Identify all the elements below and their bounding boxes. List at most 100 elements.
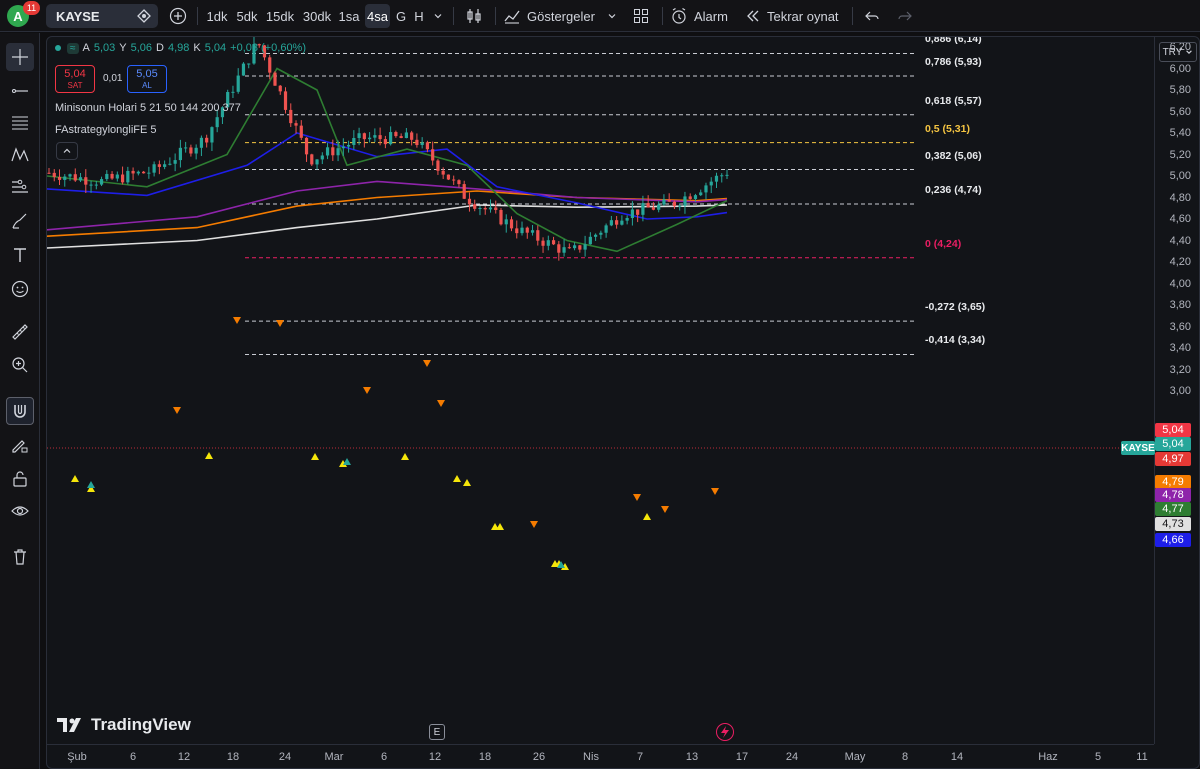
measure-tool[interactable] bbox=[6, 318, 34, 346]
text-tool[interactable] bbox=[6, 241, 34, 269]
candle-body bbox=[68, 174, 72, 177]
replay-button[interactable]: Tekrar oynat bbox=[745, 4, 845, 28]
candle-body bbox=[147, 172, 151, 174]
time-axis-label: 26 bbox=[532, 751, 546, 763]
pattern-tool[interactable] bbox=[6, 141, 34, 169]
brush-tool[interactable] bbox=[6, 207, 34, 235]
fib-level-label: 0,618 (5,57) bbox=[925, 94, 982, 107]
interval-4sa[interactable]: 4sa bbox=[365, 4, 390, 28]
candle-body bbox=[236, 75, 240, 92]
trend-line-tool[interactable] bbox=[6, 77, 34, 105]
candle-body bbox=[630, 209, 634, 219]
compare-add-button[interactable] bbox=[166, 4, 190, 28]
interval-15dk[interactable]: 15dk bbox=[265, 8, 295, 24]
buy-signal-marker bbox=[463, 479, 471, 486]
candle-body bbox=[268, 57, 272, 73]
buy-signal-marker bbox=[453, 475, 461, 482]
indicator-legend-strategy[interactable]: FAstrategylongliFE 5 bbox=[55, 124, 157, 136]
forecast-icon bbox=[12, 179, 28, 193]
alarm-button[interactable]: Alarm bbox=[670, 4, 734, 28]
interval-5dk[interactable]: 5dk bbox=[236, 8, 258, 24]
currency-button[interactable]: TRY bbox=[1159, 42, 1197, 62]
interval-g[interactable]: G bbox=[395, 8, 407, 24]
candle-body bbox=[105, 173, 109, 180]
undo-button[interactable] bbox=[860, 4, 884, 28]
layouts-button[interactable] bbox=[628, 4, 654, 28]
buy-signal-marker bbox=[311, 453, 319, 460]
candle-body bbox=[509, 219, 514, 229]
event-flash-marker[interactable] bbox=[716, 723, 734, 741]
buy-button[interactable]: 5,05 AL bbox=[127, 65, 167, 93]
interval-30dk[interactable]: 30dk bbox=[302, 8, 332, 24]
open-value: 5,03 bbox=[93, 42, 116, 54]
candle-body bbox=[73, 174, 77, 181]
candle-body bbox=[320, 155, 324, 160]
collapse-legend-button[interactable] bbox=[56, 142, 78, 160]
candle-body bbox=[184, 147, 188, 149]
time-axis-label: 14 bbox=[950, 751, 964, 763]
chart-pane[interactable]: ≈ A 5,03 Y 5,06 D 4,98 K 5,04 +0,03 (+0,60%)… bbox=[46, 36, 1200, 769]
price-tag: 4,66 bbox=[1155, 533, 1191, 547]
fib-level-label: 0 (4,24) bbox=[925, 237, 962, 250]
price-axis-label: 3,00 bbox=[1169, 385, 1191, 397]
fib-level-label: 0,5 (5,31) bbox=[925, 122, 970, 135]
candle-body bbox=[304, 137, 309, 155]
price-tag: 4,79 bbox=[1155, 475, 1191, 489]
price-axis[interactable]: 7,607,407,207,006,806,606,406,206,005,80… bbox=[1154, 37, 1199, 744]
symbol-search[interactable]: KAYSE bbox=[46, 4, 158, 28]
magnet-tool[interactable] bbox=[6, 397, 34, 425]
zoom-in-icon bbox=[12, 357, 28, 373]
zoom-tool[interactable] bbox=[6, 351, 34, 379]
stay-drawing-tool[interactable] bbox=[6, 431, 34, 459]
price-chart[interactable] bbox=[47, 37, 1154, 744]
interval-1sa[interactable]: 1sa bbox=[338, 8, 360, 24]
lock-drawings-tool[interactable] bbox=[6, 465, 34, 493]
candle-body bbox=[546, 240, 550, 246]
lock-open-icon bbox=[13, 471, 27, 487]
candle-body bbox=[499, 209, 503, 225]
candle-body bbox=[231, 91, 235, 93]
interval-dropdown[interactable] bbox=[430, 4, 446, 28]
symbol-watch-icon[interactable] bbox=[136, 8, 152, 24]
rewind-icon bbox=[747, 10, 759, 22]
candle-body bbox=[520, 227, 524, 234]
moving-average-line bbox=[47, 190, 728, 237]
candle-body bbox=[152, 164, 156, 173]
price-axis-label: 3,20 bbox=[1169, 363, 1191, 376]
fib-tool[interactable] bbox=[6, 109, 34, 137]
fib-level-label: 0,886 (6,14) bbox=[925, 36, 982, 46]
candle-body bbox=[136, 171, 140, 174]
earnings-marker[interactable]: E bbox=[429, 724, 445, 740]
candle-body bbox=[257, 44, 261, 46]
interval-1dk[interactable]: 1dk bbox=[206, 8, 228, 24]
emoji-tool[interactable] bbox=[6, 275, 34, 303]
chart-type-button[interactable] bbox=[460, 4, 488, 28]
hide-drawings-tool[interactable] bbox=[6, 497, 34, 525]
currency-label: TRY bbox=[1162, 46, 1183, 58]
candle-body bbox=[331, 147, 335, 156]
sell-button[interactable]: 5,04 SAT bbox=[55, 65, 95, 93]
candle-body bbox=[362, 133, 366, 140]
candle-body bbox=[383, 139, 387, 145]
sell-price: 5,04 bbox=[64, 68, 86, 80]
fib-level-label: 0,786 (5,93) bbox=[925, 56, 982, 69]
time-axis-label: 24 bbox=[278, 751, 292, 763]
fib-level-label: 0,382 (5,06) bbox=[925, 149, 982, 162]
forecast-tool[interactable] bbox=[6, 173, 34, 201]
market-status-dot bbox=[55, 45, 61, 51]
price-tag: 5,04 bbox=[1155, 437, 1191, 451]
price-axis-label: 4,60 bbox=[1169, 213, 1191, 225]
indicator-legend-ma[interactable]: Minisonun Holari 5 21 50 144 200 377 bbox=[55, 102, 241, 114]
crosshair-tool[interactable] bbox=[6, 43, 34, 71]
candle-body bbox=[63, 176, 67, 180]
candle-body bbox=[504, 219, 508, 225]
buy-signal-marker bbox=[339, 460, 347, 467]
indicators-button[interactable]: Göstergeler bbox=[503, 4, 597, 28]
time-axis-label: 13 bbox=[685, 751, 699, 763]
indicators-dropdown[interactable] bbox=[604, 4, 620, 28]
redo-button[interactable] bbox=[893, 4, 917, 28]
interval-h[interactable]: H bbox=[414, 8, 424, 24]
time-axis[interactable]: Şub 6 12 18 24 Mar 6 12 18 26 Nis 7 13 17 24 May 8 14 Haz 5… bbox=[47, 744, 1154, 768]
toolbar-divider bbox=[495, 7, 496, 25]
remove-drawings-tool[interactable] bbox=[6, 543, 34, 571]
